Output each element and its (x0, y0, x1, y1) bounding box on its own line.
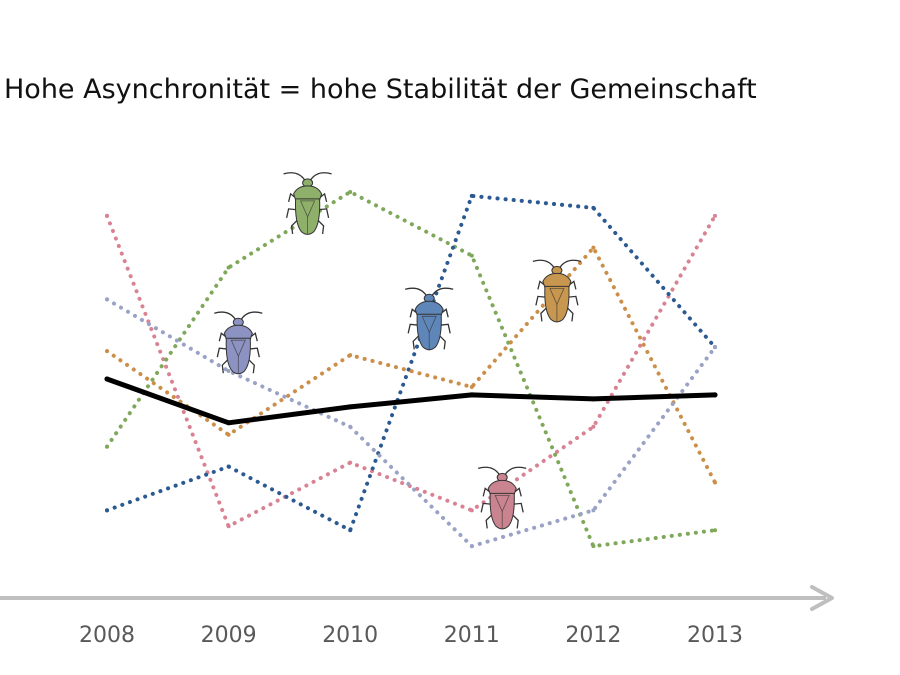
data-point-orange-2013 (713, 480, 717, 485)
bug-layer (214, 172, 582, 530)
data-point-pink-2011 (469, 508, 474, 513)
data-point-total-2010 (347, 404, 353, 410)
data-point-green-2012 (591, 544, 596, 549)
data-point-orange-2010 (348, 353, 353, 358)
data-point-orange-2012 (591, 245, 596, 250)
data-point-pink-2013 (713, 213, 717, 218)
data-point-blue-2012 (591, 205, 596, 210)
data-point-total-2013 (712, 392, 718, 398)
green-bug-icon (283, 172, 332, 235)
data-point-purple-2013 (713, 345, 717, 350)
data-point-pink-2012 (591, 424, 596, 429)
x-tick-label: 2008 (79, 623, 135, 648)
series-line-green (105, 189, 717, 549)
data-point-purple-2008 (105, 297, 109, 302)
purple-bug-icon (214, 311, 263, 375)
orange-bug-icon (532, 259, 582, 323)
x-axis-arrowhead-icon (810, 585, 834, 611)
x-tick-label: 2012 (565, 623, 621, 648)
series-line-orange (105, 245, 717, 485)
data-point-orange-2009 (226, 432, 231, 437)
data-point-total-2012 (590, 396, 596, 402)
data-point-orange-2008 (105, 349, 109, 354)
pink-bug-icon (478, 466, 527, 530)
data-point-pink-2010 (348, 460, 353, 465)
data-point-total-2009 (226, 420, 232, 426)
data-point-green-2010 (348, 189, 353, 194)
data-point-purple-2009 (226, 369, 231, 374)
x-tick-label: 2009 (201, 623, 257, 648)
data-point-total-2011 (469, 392, 475, 398)
blue-bug-icon (405, 287, 454, 351)
data-point-blue-2011 (469, 193, 474, 198)
x-tick-label: 2013 (687, 623, 743, 648)
data-point-pink-2009 (226, 524, 231, 529)
data-point-orange-2011 (469, 384, 474, 389)
data-point-green-2008 (105, 444, 109, 449)
data-point-total-2008 (104, 376, 110, 382)
series-line-purple (105, 297, 717, 549)
data-point-purple-2012 (591, 508, 596, 513)
x-tick-labels: 2008 2009 2010 2011 2012 2013 (79, 623, 743, 648)
chart-title: Hohe Asynchronität = hohe Stabilität der… (4, 74, 757, 105)
series-line-total (104, 376, 718, 426)
data-point-green-2011 (469, 253, 474, 258)
x-axis (0, 585, 834, 611)
data-point-green-2009 (226, 265, 231, 270)
data-point-blue-2008 (105, 508, 109, 513)
x-tick-label: 2011 (444, 623, 500, 648)
data-point-green-2013 (713, 528, 717, 533)
series-line-blue (105, 193, 717, 533)
data-point-pink-2008 (105, 213, 109, 218)
x-tick-label: 2010 (322, 623, 378, 648)
data-point-blue-2010 (348, 528, 353, 533)
data-point-blue-2009 (226, 464, 231, 469)
data-point-purple-2011 (469, 544, 474, 549)
series-layer (104, 189, 718, 549)
data-point-purple-2010 (348, 424, 353, 429)
series-line-pink (105, 213, 717, 529)
